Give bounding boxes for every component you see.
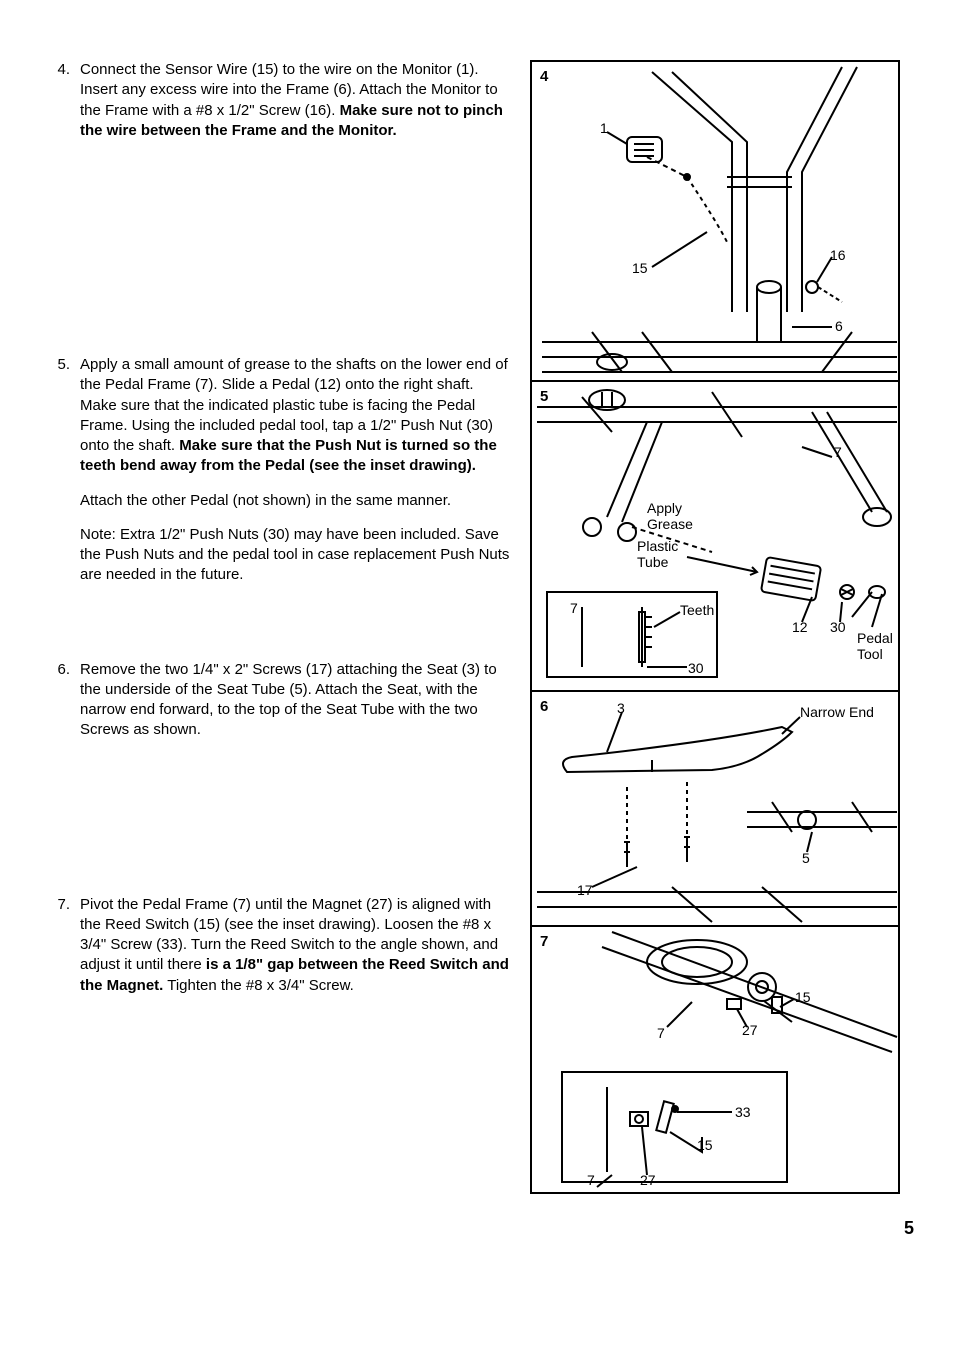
step-paragraph: Remove the two 1/4" x 2" Screws (17) att… bbox=[80, 660, 510, 741]
step-4: 4. Connect the Sensor Wire (15) to the w… bbox=[50, 60, 510, 155]
step-7: 7. Pivot the Pedal Frame (7) until the M… bbox=[50, 895, 510, 1010]
diagram-panel-6: 6 bbox=[532, 692, 898, 927]
callout-3: 3 bbox=[617, 700, 625, 716]
diagram-panel-7: 7 bbox=[532, 927, 898, 1192]
step-body: Remove the two 1/4" x 2" Screws (17) att… bbox=[80, 660, 510, 755]
callout-15b: 15 bbox=[697, 1137, 713, 1153]
diagram-panel-5: 5 bbox=[532, 382, 898, 692]
text-run: Remove the two 1/4" x 2" Screws (17) att… bbox=[80, 661, 497, 739]
callout-27b: 27 bbox=[640, 1172, 656, 1188]
diagram-svg bbox=[532, 382, 898, 692]
label-tube: Tube bbox=[637, 554, 668, 570]
callout-7b: 7 bbox=[587, 1172, 595, 1188]
label-teeth: Teeth bbox=[680, 602, 714, 618]
text-run: Note: Extra 1/2" Push Nuts (30) may have… bbox=[80, 526, 509, 584]
label-pedal: Pedal bbox=[857, 630, 893, 646]
diagram-column: 4 bbox=[530, 60, 900, 1194]
callout-30: 30 bbox=[688, 660, 704, 676]
panel-number: 7 bbox=[540, 933, 548, 950]
step-5: 5. Apply a small amount of grease to the… bbox=[50, 355, 510, 600]
callout-1: 1 bbox=[600, 120, 608, 136]
step-number: 7. bbox=[50, 895, 70, 915]
step-body: Apply a small amount of grease to the sh… bbox=[80, 355, 510, 600]
spacer bbox=[50, 155, 510, 355]
callout-27: 27 bbox=[742, 1022, 758, 1038]
step-paragraph: Pivot the Pedal Frame (7) until the Magn… bbox=[80, 895, 510, 996]
callout-33: 33 bbox=[735, 1104, 751, 1120]
step-paragraph: Apply a small amount of grease to the sh… bbox=[80, 355, 510, 477]
diagram-svg bbox=[532, 62, 898, 382]
spacer bbox=[50, 600, 510, 660]
step-number: 5. bbox=[50, 355, 70, 375]
callout-12: 12 bbox=[792, 619, 808, 635]
panel-number: 5 bbox=[540, 388, 548, 405]
label-plastic: Plastic bbox=[637, 538, 678, 554]
callout-7: 7 bbox=[657, 1025, 665, 1041]
step-body: Connect the Sensor Wire (15) to the wire… bbox=[80, 60, 510, 155]
diagram-panel-4: 4 bbox=[532, 62, 898, 382]
page-number: 5 bbox=[904, 1218, 914, 1239]
spacer bbox=[50, 755, 510, 895]
step-paragraph: Connect the Sensor Wire (15) to the wire… bbox=[80, 60, 510, 141]
callout-7: 7 bbox=[834, 444, 842, 460]
text-run: Tighten the #8 x 3/4" Screw. bbox=[163, 977, 353, 994]
step-body: Pivot the Pedal Frame (7) until the Magn… bbox=[80, 895, 510, 1010]
panel-number: 6 bbox=[540, 698, 548, 715]
callout-30b: 30 bbox=[830, 619, 846, 635]
callout-15: 15 bbox=[632, 260, 648, 276]
page: 4. Connect the Sensor Wire (15) to the w… bbox=[0, 0, 954, 1234]
label-tool: Tool bbox=[857, 646, 883, 662]
callout-17: 17 bbox=[577, 882, 593, 898]
callout-16: 16 bbox=[830, 247, 846, 263]
step-paragraph: Note: Extra 1/2" Push Nuts (30) may have… bbox=[80, 525, 510, 586]
panel-number: 4 bbox=[540, 68, 548, 85]
diagram-svg bbox=[532, 927, 898, 1192]
label-grease: Grease bbox=[647, 516, 693, 532]
instructions-column: 4. Connect the Sensor Wire (15) to the w… bbox=[50, 60, 510, 1194]
step-6: 6. Remove the two 1/4" x 2" Screws (17) … bbox=[50, 660, 510, 755]
label-narrow-end: Narrow End bbox=[800, 704, 874, 720]
label-apply: Apply bbox=[647, 500, 682, 516]
callout-7b: 7 bbox=[570, 600, 578, 616]
callout-6: 6 bbox=[835, 318, 843, 334]
step-paragraph: Attach the other Pedal (not shown) in th… bbox=[80, 491, 510, 511]
text-run: Attach the other Pedal (not shown) in th… bbox=[80, 492, 451, 509]
callout-15: 15 bbox=[795, 989, 811, 1005]
step-number: 4. bbox=[50, 60, 70, 80]
step-number: 6. bbox=[50, 660, 70, 680]
callout-5: 5 bbox=[802, 850, 810, 866]
